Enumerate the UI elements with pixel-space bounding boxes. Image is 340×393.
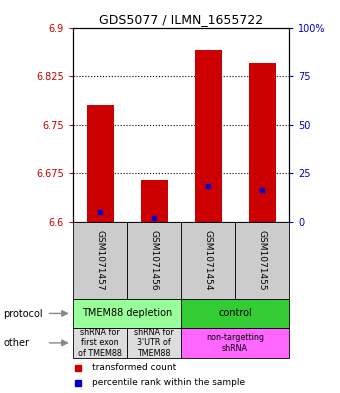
Text: TMEM88 depletion: TMEM88 depletion bbox=[82, 309, 172, 318]
Text: GSM1071455: GSM1071455 bbox=[257, 230, 267, 291]
Bar bbox=[73, 328, 127, 358]
Text: GSM1071457: GSM1071457 bbox=[96, 230, 105, 291]
Bar bbox=[127, 222, 181, 299]
Text: GSM1071454: GSM1071454 bbox=[204, 230, 212, 290]
Bar bbox=[249, 63, 275, 222]
Bar bbox=[87, 105, 114, 222]
Text: GSM1071456: GSM1071456 bbox=[150, 230, 158, 291]
Text: non-targetting
shRNA: non-targetting shRNA bbox=[206, 333, 264, 353]
Text: protocol: protocol bbox=[3, 309, 43, 319]
Bar bbox=[181, 222, 235, 299]
Bar bbox=[73, 299, 181, 328]
Text: control: control bbox=[218, 309, 252, 318]
Text: other: other bbox=[3, 338, 29, 348]
Bar bbox=[140, 180, 168, 222]
Text: transformed count: transformed count bbox=[92, 364, 176, 372]
Bar bbox=[181, 299, 289, 328]
Bar bbox=[181, 328, 289, 358]
Text: shRNA for
first exon
of TMEM88: shRNA for first exon of TMEM88 bbox=[78, 328, 122, 358]
Bar bbox=[127, 328, 181, 358]
Bar bbox=[194, 50, 222, 222]
Text: percentile rank within the sample: percentile rank within the sample bbox=[92, 378, 245, 387]
Bar bbox=[73, 222, 127, 299]
Text: shRNA for
3'UTR of
TMEM88: shRNA for 3'UTR of TMEM88 bbox=[134, 328, 174, 358]
Title: GDS5077 / ILMN_1655722: GDS5077 / ILMN_1655722 bbox=[99, 13, 263, 26]
Bar bbox=[235, 222, 289, 299]
